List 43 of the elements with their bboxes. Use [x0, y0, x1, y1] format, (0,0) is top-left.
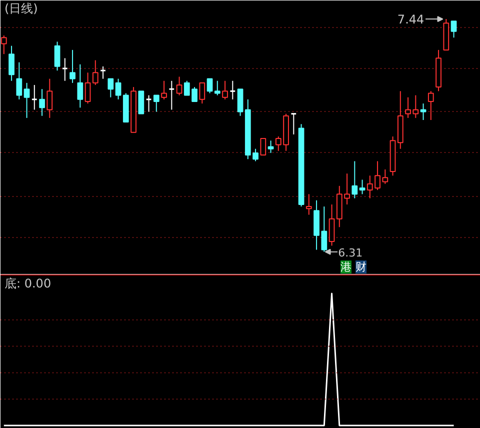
candlestick — [290, 113, 297, 135]
candlestick — [24, 82, 30, 118]
annotation: 7.44 — [397, 12, 424, 27]
candlestick — [46, 78, 53, 118]
chart-title: (日线) — [4, 2, 38, 16]
annotation: 6.31 — [338, 246, 363, 260]
candlestick — [176, 76, 182, 96]
candlestick — [420, 103, 426, 120]
annotation: 财 — [356, 260, 366, 274]
candlestick — [39, 88, 45, 116]
annotation: 港 — [340, 260, 352, 274]
candlestick — [153, 94, 160, 112]
candlestick — [199, 82, 206, 104]
candlestick — [161, 80, 167, 100]
candlestick — [260, 138, 266, 156]
chart-title: 底: 0.00 — [4, 276, 52, 290]
candlestick — [92, 60, 98, 86]
candlestick — [237, 88, 244, 116]
candlestick — [31, 84, 38, 110]
candlestick — [115, 78, 122, 100]
candlestick — [146, 94, 152, 112]
candlestick — [450, 20, 457, 38]
candlestick — [168, 80, 175, 110]
candlestick — [229, 80, 236, 100]
candlestick — [77, 64, 84, 108]
candlestick — [108, 78, 114, 98]
candlestick — [206, 78, 213, 94]
candlestick — [306, 194, 312, 216]
candlestick — [16, 62, 22, 100]
candlestick — [138, 90, 144, 114]
candlestick — [352, 160, 358, 199]
candlestick — [222, 80, 228, 100]
candlestick — [268, 140, 274, 154]
candlestick — [214, 80, 220, 96]
candlestick — [8, 45, 14, 82]
candlestick — [359, 179, 366, 195]
candlestick — [428, 90, 434, 120]
candlestick — [62, 58, 68, 82]
candlestick — [328, 204, 335, 246]
candlestick — [84, 72, 91, 104]
candlestick — [54, 41, 60, 72]
candlestick — [100, 66, 106, 80]
candlestick — [70, 49, 76, 84]
